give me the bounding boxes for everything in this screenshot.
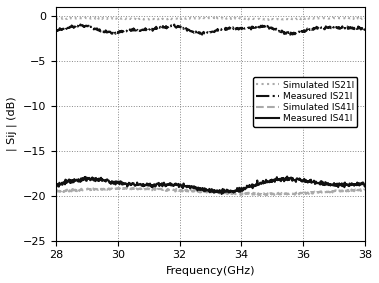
Measured IS41I	[285, 175, 290, 178]
X-axis label: Frequency(GHz): Frequency(GHz)	[166, 266, 255, 276]
Line: Simulated IS21I: Simulated IS21I	[56, 18, 365, 20]
Simulated IS21I	[261, 18, 265, 21]
Simulated IS41I	[54, 189, 58, 193]
Measured IS21I	[288, 33, 293, 37]
Measured IS41I	[54, 185, 58, 189]
Measured IS41I	[194, 186, 198, 189]
Simulated IS21I	[363, 16, 367, 20]
Simulated IS21I	[287, 17, 292, 20]
Measured IS41I	[287, 177, 292, 181]
Measured IS21I	[134, 28, 138, 31]
Simulated IS41I	[238, 194, 243, 197]
Simulated IS41I	[287, 192, 292, 195]
Measured IS41I	[109, 182, 113, 186]
Y-axis label: | Sij | (dB): | Sij | (dB)	[7, 97, 17, 151]
Measured IS21I	[77, 23, 82, 26]
Line: Simulated IS41I: Simulated IS41I	[56, 188, 365, 195]
Measured IS41I	[133, 183, 138, 187]
Simulated IS21I	[133, 17, 138, 21]
Measured IS41I	[219, 192, 224, 196]
Simulated IS41I	[194, 188, 199, 192]
Simulated IS21I	[109, 17, 113, 20]
Measured IS21I	[109, 32, 114, 35]
Simulated IS41I	[363, 188, 367, 192]
Measured IS41I	[261, 179, 265, 183]
Simulated IS41I	[261, 192, 266, 196]
Measured IS41I	[236, 190, 241, 193]
Legend: Simulated IS21I, Measured IS21I, Simulated IS41I, Measured IS41I: Simulated IS21I, Measured IS21I, Simulat…	[253, 77, 357, 127]
Simulated IS21I	[214, 16, 218, 19]
Simulated IS21I	[266, 18, 271, 22]
Simulated IS21I	[54, 17, 58, 20]
Measured IS21I	[54, 29, 58, 32]
Simulated IS41I	[109, 187, 113, 190]
Measured IS21I	[261, 25, 265, 29]
Simulated IS21I	[194, 17, 198, 20]
Simulated IS21I	[236, 17, 241, 21]
Measured IS21I	[363, 27, 367, 31]
Simulated IS41I	[124, 186, 128, 189]
Simulated IS41I	[134, 188, 138, 191]
Measured IS21I	[194, 32, 199, 35]
Measured IS41I	[363, 185, 367, 188]
Measured IS21I	[236, 28, 241, 31]
Line: Measured IS41I: Measured IS41I	[56, 177, 365, 194]
Line: Measured IS21I: Measured IS21I	[56, 24, 365, 35]
Measured IS21I	[287, 30, 291, 34]
Simulated IS41I	[236, 192, 241, 195]
